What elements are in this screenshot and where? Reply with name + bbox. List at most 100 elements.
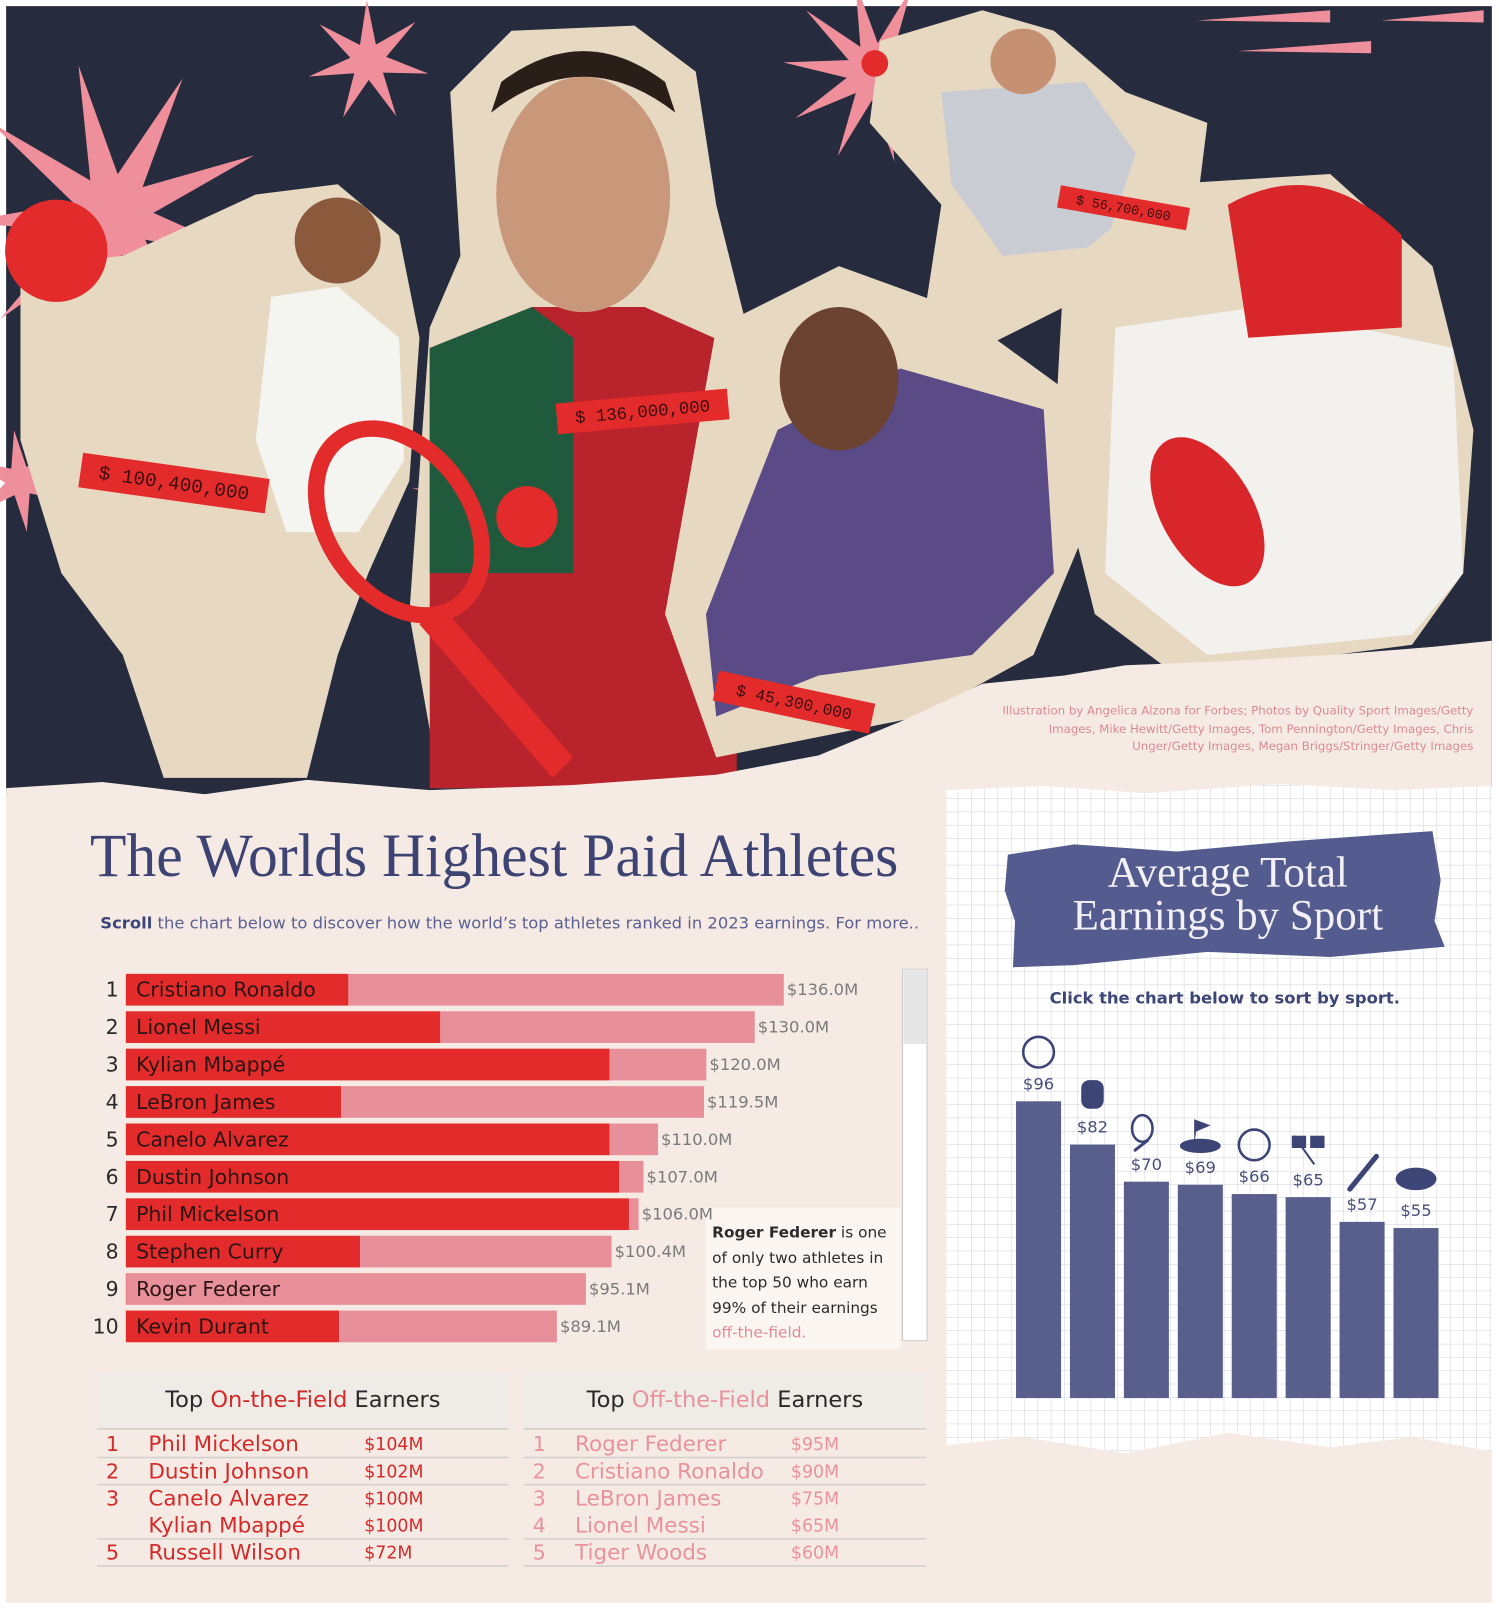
jersey [255, 286, 405, 533]
table-rank: 2 [533, 1459, 546, 1483]
total-label: $136.0M [787, 980, 858, 999]
table-value: $100M [364, 1517, 423, 1537]
total-label: $107.0M [647, 1167, 718, 1186]
bar-segment [126, 1273, 586, 1305]
table-value: $95M [791, 1435, 839, 1455]
rank-label: 3 [106, 1053, 119, 1077]
head [990, 28, 1056, 95]
sport-icon [1237, 1128, 1271, 1162]
bar[interactable] [1231, 1194, 1277, 1399]
rank-label: 7 [106, 1202, 119, 1226]
tag [555, 388, 730, 435]
athlete-label: LeBron James [136, 1090, 275, 1114]
bar-segment [619, 1160, 644, 1193]
bar[interactable] [1069, 1144, 1115, 1399]
sport-icon [1293, 1135, 1316, 1165]
subtitle-text: the chart below to discover how the worl… [157, 912, 920, 933]
starburst [308, 0, 429, 118]
bar-segment [609, 1048, 707, 1081]
table-value: $75M [791, 1489, 839, 1509]
table-name: Phil Mickelson [148, 1432, 298, 1457]
sport-icon [1130, 1113, 1154, 1144]
table-value: $60M [791, 1544, 839, 1564]
annotation-text: is one of only two athletes in the top 5… [712, 1223, 887, 1317]
head [294, 197, 381, 284]
title-part: Earners [355, 1387, 441, 1413]
helmet [1227, 185, 1402, 338]
table-rank: 3 [533, 1486, 546, 1510]
title-banner [1004, 831, 1445, 968]
bar[interactable] [1393, 1228, 1439, 1399]
bar[interactable] [1016, 1101, 1062, 1399]
title-part: Earners [777, 1387, 863, 1413]
bar-segment [609, 1123, 658, 1156]
scrollbar-thumb[interactable] [903, 970, 926, 1044]
athlete-label: Stephen Curry [136, 1240, 283, 1264]
bar-segment [125, 1310, 340, 1343]
outfit [706, 368, 1054, 717]
sport-icon [1310, 1135, 1325, 1149]
table-rank: 4 [533, 1514, 546, 1538]
streak [1238, 40, 1372, 54]
value-label: $96 [1023, 1074, 1054, 1093]
table-name: Russell Wilson [148, 1541, 301, 1566]
title-part: Top [586, 1387, 625, 1413]
hair [491, 51, 676, 113]
bar-segment [125, 1235, 360, 1268]
chart-subtitle: Click the chart below to sort by sport. [1050, 988, 1400, 1007]
annotation-lead: Roger Federer [712, 1223, 837, 1242]
football [1150, 437, 1265, 587]
table-value: $90M [791, 1462, 839, 1482]
value-label: $69 [1185, 1158, 1216, 1177]
head [779, 307, 899, 451]
tag [78, 452, 270, 514]
rank-label: 4 [106, 1090, 119, 1114]
bar[interactable] [1339, 1221, 1385, 1399]
head [496, 76, 671, 313]
total-label: $89.1M [560, 1317, 621, 1336]
table-header [97, 1373, 509, 1429]
table-value: $100M [364, 1489, 423, 1509]
value-label: $55 [1400, 1201, 1431, 1220]
racket-handle [419, 603, 573, 778]
ball [861, 50, 889, 77]
title-part: Top [164, 1387, 203, 1413]
photo-credit: Illustration by Angelica Alzona for Forb… [1002, 703, 1474, 754]
athlete-label: Cristiano Ronaldo [136, 978, 316, 1002]
athlete-label: Kevin Durant [136, 1314, 269, 1338]
table-rank: 5 [533, 1541, 546, 1565]
bar-segment [628, 1198, 639, 1231]
bar[interactable] [1177, 1184, 1223, 1399]
title-part: Off-the-Field [632, 1387, 770, 1413]
sport-icon [1081, 1080, 1104, 1109]
sport-icon [1133, 1138, 1150, 1153]
bar[interactable] [1285, 1197, 1331, 1399]
bar-segment [125, 1011, 441, 1043]
chart-title: Average Total Earnings by Sport [1072, 849, 1384, 940]
athlete-label: Phil Mickelson [136, 1202, 279, 1226]
total-label: $100.4M [615, 1242, 686, 1261]
bar-segment [348, 973, 784, 1006]
total-label: $120.0M [709, 1055, 780, 1074]
table-value: $102M [364, 1462, 423, 1482]
table-rank: 1 [106, 1432, 119, 1456]
table-title: Top On-the-Field Earners [164, 1387, 440, 1413]
chart-subtitle: Scroll the chart below to discover how t… [100, 913, 919, 932]
rank-label: 9 [106, 1277, 119, 1301]
table-name: Lionel Messi [575, 1514, 706, 1539]
total-label: $110.0M [661, 1130, 732, 1149]
sport-icon [1194, 1119, 1211, 1144]
sport-icon [1179, 1138, 1221, 1154]
table-name: Kylian Mbappé [148, 1514, 305, 1539]
bar[interactable] [1123, 1181, 1169, 1399]
total-label: $106.0M [642, 1205, 713, 1224]
bar-segment [125, 1086, 342, 1118]
value-label: $65 [1293, 1170, 1324, 1189]
table-rank: 2 [106, 1459, 119, 1483]
ball [5, 199, 108, 302]
table-value: $72M [364, 1544, 412, 1564]
table-value: $104M [364, 1435, 423, 1455]
table-header [523, 1373, 926, 1429]
sport-icon [1395, 1167, 1437, 1191]
